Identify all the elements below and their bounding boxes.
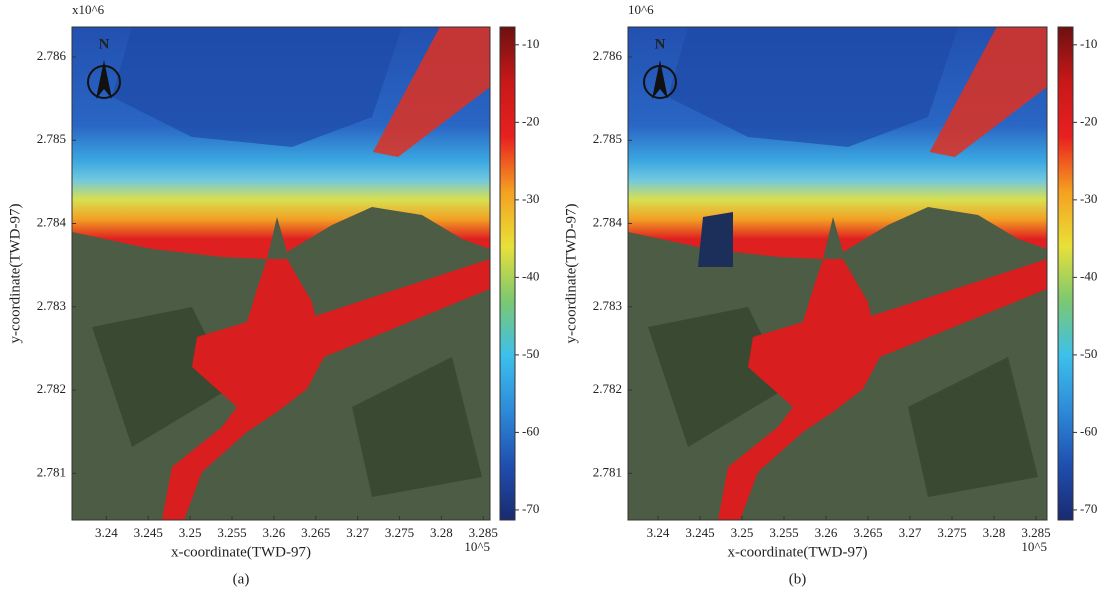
x-tick-label: 3.24 (647, 525, 670, 540)
x-tick-label: 3.255 (217, 525, 246, 540)
colorbar-tick-label: -40 (522, 268, 539, 283)
x-offset-label: 10^5 (464, 539, 490, 554)
x-tick-label: 3.265 (301, 525, 330, 540)
caption: (b) (789, 571, 807, 587)
colorbar (500, 27, 515, 520)
y-tick-label: 2.782 (37, 381, 66, 396)
x-tick-label: 3.275 (937, 525, 966, 540)
x-tick-label: 3.28 (983, 525, 1006, 540)
x-tick-label: 3.275 (385, 525, 414, 540)
x-tick-label: 3.27 (899, 525, 922, 540)
x-tick-label: 3.27 (346, 525, 369, 540)
y-tick-label: 2.781 (593, 464, 622, 479)
y-tick-label: 2.785 (593, 131, 622, 146)
page: {"chart_data": [ {"type": "contour", "ca… (0, 0, 1110, 603)
y-tick-label: 2.783 (37, 298, 66, 313)
colorbar-tick-label: -50 (1080, 346, 1097, 361)
y-tick-label: 2.781 (37, 464, 66, 479)
x-tick-label: 3.25 (731, 525, 754, 540)
y-tick-label: 2.786 (593, 48, 623, 63)
colorbar-tick-label: -30 (1080, 191, 1097, 206)
y-tick-label: 2.784 (37, 215, 67, 230)
colorbar-tick-label: -50 (522, 346, 539, 361)
colorbar-tick-label: -70 (522, 501, 539, 516)
x-axis-label: x-coordinate(TWD-97) (728, 544, 868, 560)
x-tick-label: 3.255 (769, 525, 798, 540)
x-tick-label: 3.285 (1021, 525, 1050, 540)
x-tick-label: 3.28 (430, 525, 453, 540)
x-axis-label: x-coordinate(TWD-97) (171, 544, 311, 560)
colorbar-tick-label: -20 (1080, 113, 1097, 128)
x-tick-label: 3.245 (685, 525, 714, 540)
map: N (628, 27, 1047, 520)
y-tick-label: 2.783 (593, 298, 622, 313)
caption: (a) (233, 571, 250, 587)
x-tick-label: 3.26 (815, 525, 838, 540)
colorbar-tick-label: -60 (1080, 423, 1097, 438)
y-tick-label: 2.785 (37, 131, 66, 146)
north-label: N (655, 36, 666, 52)
y-tick-label: 2.784 (593, 215, 623, 230)
y-axis-label: y-coordinate(TWD-97) (563, 204, 579, 344)
x-tick-label: 3.245 (134, 525, 163, 540)
x-tick-label: 3.265 (853, 525, 882, 540)
y-tick-label: 2.786 (37, 48, 67, 63)
colorbar-tick-label: -10 (522, 36, 539, 51)
x-offset-label: 10^5 (1021, 539, 1047, 554)
colorbar-tick-label: -30 (522, 191, 539, 206)
map: N (72, 27, 490, 520)
colorbar-tick-label: -20 (522, 113, 539, 128)
y-axis-label: y-coordinate(TWD-97) (7, 204, 23, 344)
colorbar-tick-label: -40 (1080, 268, 1097, 283)
y-offset-label: 10^6 (628, 2, 654, 17)
north-label: N (99, 36, 110, 52)
x-tick-label: 3.25 (179, 525, 202, 540)
colorbar (1058, 27, 1073, 520)
colorbar-tick-label: -10 (1080, 36, 1097, 51)
colorbar-tick-label: -60 (522, 423, 539, 438)
x-tick-label: 3.26 (263, 525, 286, 540)
breakwater-fill (698, 212, 733, 267)
x-tick-label: 3.285 (469, 525, 498, 540)
y-offset-label: x10^6 (72, 2, 105, 17)
y-tick-label: 2.782 (593, 381, 622, 396)
colorbar-tick-label: -70 (1080, 501, 1097, 516)
x-tick-label: 3.24 (95, 525, 118, 540)
figure: N 3.24 3.245 3.25 3.255 3.26 3.265 3.27 3.275 3.2… (0, 0, 1110, 603)
